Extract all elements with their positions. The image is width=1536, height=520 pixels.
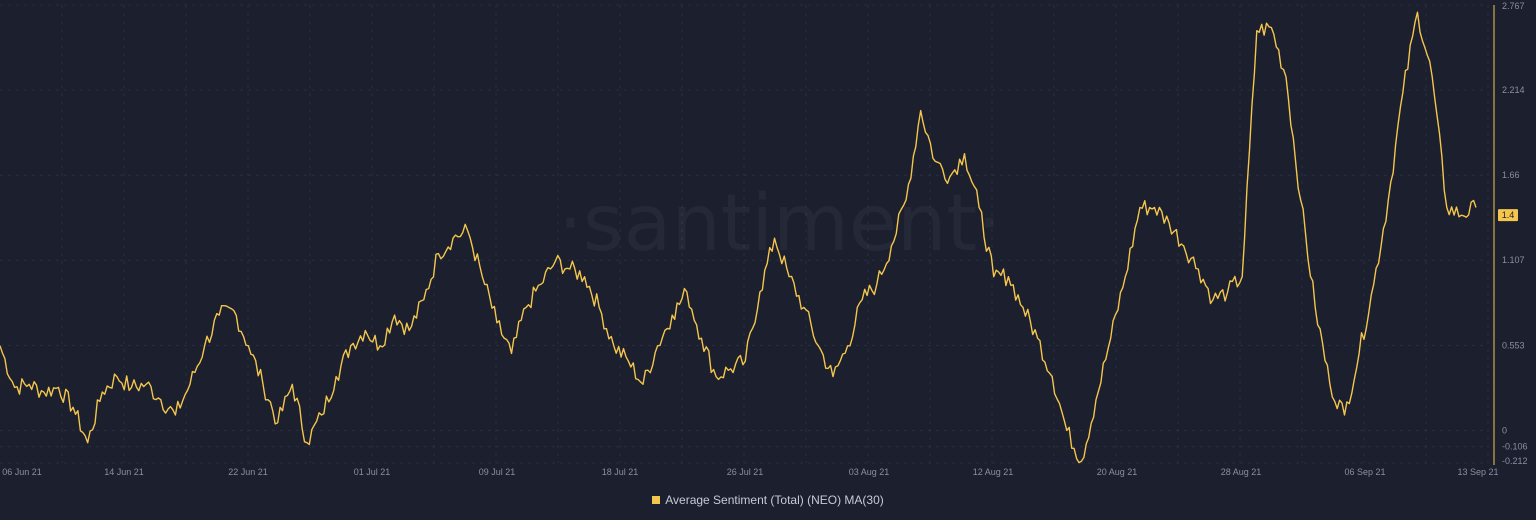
y-axis: 2.767 2.214 1.66 1.107 0.553 0 -0.106 -0.212 [1493, 1, 1528, 466]
legend[interactable]: Average Sentiment (Total) (NEO) MA(30) [0, 493, 1536, 507]
y-tick-label: 1.107 [1502, 255, 1525, 265]
y-tick-label: 2.767 [1502, 1, 1525, 11]
x-tick-label: 26 Jul 21 [727, 467, 764, 477]
last-value-marker: 1.4 [1498, 209, 1518, 222]
x-tick-label: 03 Aug 21 [849, 467, 890, 477]
y-tick-label: -0.212 [1502, 456, 1528, 466]
last-value-badge [1498, 209, 1518, 222]
y-tick-label: 0 [1502, 425, 1507, 435]
x-tick-label: 22 Jun 21 [228, 467, 268, 477]
y-tick-label: 1.66 [1502, 170, 1520, 180]
x-tick-label: 13 Sep 21 [1457, 467, 1498, 477]
x-tick-label: 06 Jun 21 [2, 467, 42, 477]
y-tick-label: 0.553 [1502, 340, 1525, 350]
x-axis: 06 Jun 21 14 Jun 21 22 Jun 21 01 Jul 21 09 J… [2, 467, 1498, 477]
legend-swatch [652, 496, 661, 504]
x-tick-label: 06 Sep 21 [1344, 467, 1385, 477]
x-tick-label: 09 Jul 21 [479, 467, 516, 477]
legend-label: Average Sentiment (Total) (NEO) MA(30) [665, 493, 884, 507]
series-layer [0, 11, 1477, 464]
x-tick-label: 18 Jul 21 [602, 467, 639, 477]
series-line [0, 11, 1477, 464]
y-tick-label: -0.106 [1502, 442, 1528, 452]
x-tick-label: 01 Jul 21 [354, 467, 391, 477]
x-tick-label: 12 Aug 21 [973, 467, 1014, 477]
x-tick-label: 14 Jun 21 [104, 467, 144, 477]
x-tick-label: 20 Aug 21 [1097, 467, 1138, 477]
last-value-label: 1.4 [1502, 210, 1515, 220]
y-tick-label: 2.214 [1502, 85, 1525, 95]
x-tick-label: 28 Aug 21 [1221, 467, 1262, 477]
